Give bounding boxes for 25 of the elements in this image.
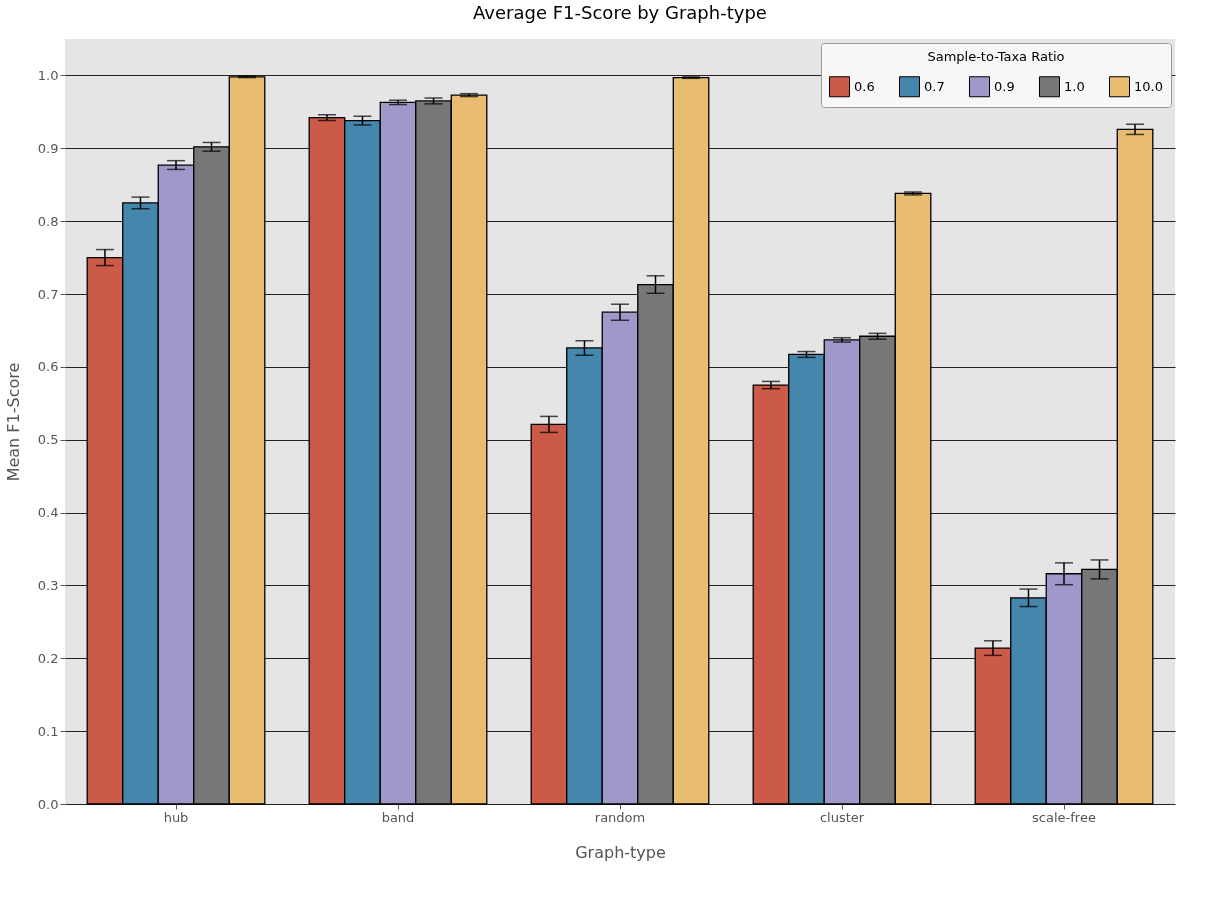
y-tick-label: 0.4 bbox=[37, 505, 59, 521]
y-tick-label: 0.3 bbox=[37, 577, 59, 593]
chart-title: Average F1-Score by Graph-type bbox=[473, 2, 767, 23]
y-tick-label: 0.0 bbox=[37, 796, 59, 812]
legend-label: 0.9 bbox=[994, 78, 1015, 94]
legend-label: 1.0 bbox=[1064, 78, 1085, 94]
x-tick-label: cluster bbox=[819, 809, 865, 825]
y-axis-title: Mean F1-Score bbox=[3, 362, 23, 482]
y-tick-label: 0.2 bbox=[37, 650, 59, 666]
y-tick-label: 0.9 bbox=[37, 140, 59, 156]
legend-label: 0.6 bbox=[854, 78, 875, 94]
x-tick-label: band bbox=[381, 809, 415, 825]
legend-label: 0.7 bbox=[924, 78, 945, 94]
x-axis-title: Graph-type bbox=[575, 842, 666, 862]
x-tick-label: scale-free bbox=[1032, 809, 1096, 825]
x-tick-label: random bbox=[594, 809, 646, 825]
y-tick-label: 0.6 bbox=[37, 359, 59, 375]
y-tick-label: 0.7 bbox=[37, 286, 59, 302]
legend-title: Sample-to-Taxa Ratio bbox=[927, 49, 1065, 64]
y-tick-label: 0.5 bbox=[37, 432, 59, 448]
y-tick-label: 0.8 bbox=[37, 213, 59, 229]
legend-label: 10.0 bbox=[1134, 78, 1163, 94]
y-tick-label: 0.1 bbox=[37, 723, 59, 739]
x-tick-label: hub bbox=[163, 809, 189, 825]
y-tick-label: 1.0 bbox=[37, 67, 59, 83]
